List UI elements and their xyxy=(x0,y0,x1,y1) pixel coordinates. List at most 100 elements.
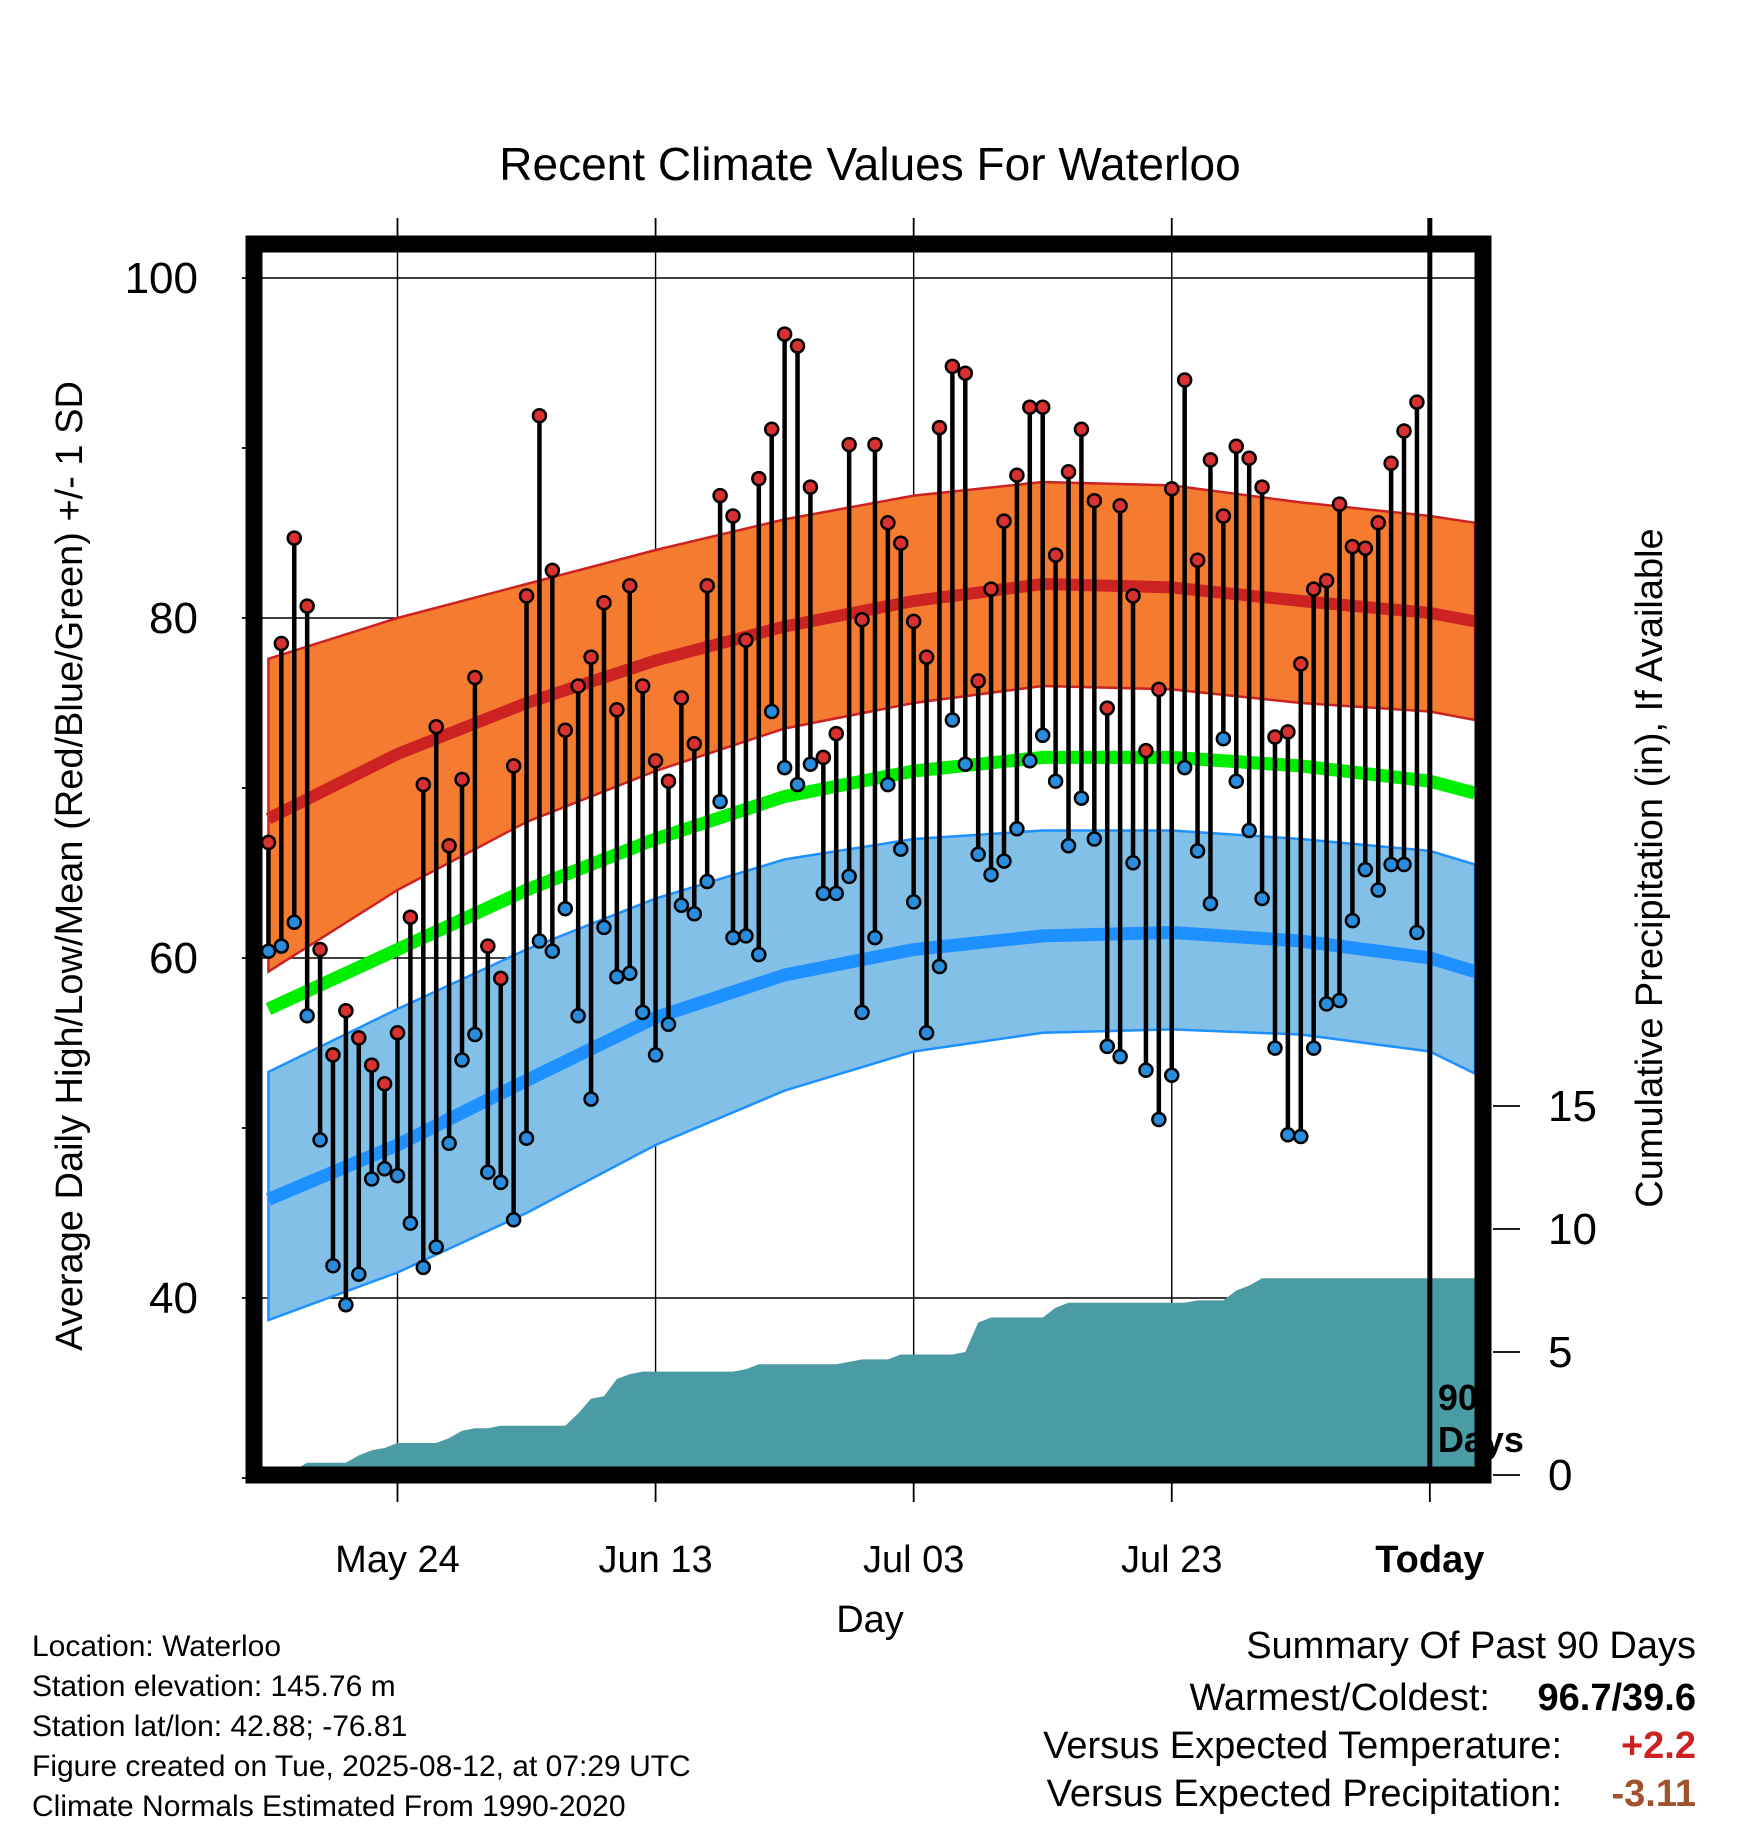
daily-low-marker xyxy=(1293,1128,1309,1145)
daily-low-marker xyxy=(557,900,573,917)
normal-high-line xyxy=(265,577,1477,824)
summary-temp-label: Versus Expected Temperature: xyxy=(1043,1725,1562,1767)
summary-precip-label: Versus Expected Precipitation: xyxy=(1047,1773,1562,1815)
daily-low-marker xyxy=(931,958,948,975)
y-right-tick-label: 10 xyxy=(1548,1205,1597,1254)
daily-low-marker xyxy=(1164,1067,1180,1084)
daily-high-marker xyxy=(970,673,986,689)
daily-high-marker xyxy=(376,1076,393,1092)
daily-high-marker xyxy=(1318,572,1335,589)
daily-high-marker xyxy=(467,669,483,686)
summary-warm-cold-label: Warmest/Coldest: xyxy=(1189,1677,1490,1719)
daily-high-marker xyxy=(1293,656,1309,672)
daily-high-marker xyxy=(712,487,728,504)
daily-high-marker xyxy=(428,719,444,735)
daily-low-marker xyxy=(492,1174,509,1191)
daily-high-marker xyxy=(609,702,625,718)
footer-location: Location: Waterloo xyxy=(32,1630,281,1663)
normal-low-line xyxy=(265,925,1477,1206)
daily-high-marker xyxy=(789,338,806,354)
daily-high-marker xyxy=(1280,724,1296,740)
daily-low-marker xyxy=(299,1008,315,1024)
daily-high-marker xyxy=(1125,588,1141,604)
daily-high-marker xyxy=(1344,538,1361,555)
daily-low-marker xyxy=(428,1239,444,1255)
daily-low-marker xyxy=(273,938,290,954)
daily-low-marker xyxy=(699,873,715,890)
daily-high-marker xyxy=(260,834,277,851)
daily-high-marker xyxy=(1228,438,1245,455)
daily-low-marker xyxy=(1176,759,1193,776)
daily-low-marker xyxy=(1383,856,1399,873)
daily-high-marker xyxy=(1215,508,1232,524)
daily-high-marker xyxy=(647,753,664,769)
daily-high-marker xyxy=(893,535,909,551)
daily-high-marker xyxy=(880,515,896,531)
daily-high-marker xyxy=(596,594,612,611)
daily-high-marker xyxy=(286,530,303,546)
daily-high-marker xyxy=(763,421,780,438)
daily-low-marker xyxy=(1125,855,1141,871)
daily-low-marker xyxy=(918,1025,935,1041)
daily-low-marker xyxy=(738,928,754,944)
daily-high-marker xyxy=(1357,540,1374,557)
daily-high-marker xyxy=(815,749,832,766)
daily-low-marker xyxy=(1099,1038,1115,1055)
daily-high-marker xyxy=(957,365,974,381)
daily-low-marker xyxy=(802,756,819,772)
x-tick-label: Jul 23 xyxy=(1121,1539,1222,1581)
daily-low-marker xyxy=(1009,821,1025,837)
daily-high-marker xyxy=(660,773,677,789)
daily-low-marker xyxy=(1409,924,1425,941)
daily-low-marker xyxy=(531,933,548,949)
daily-high-marker xyxy=(505,758,522,774)
footer-elevation: Station elevation: 145.76 m xyxy=(32,1670,396,1703)
daily-high-marker xyxy=(402,909,419,925)
precip-area xyxy=(294,1278,1476,1471)
daily-low-marker xyxy=(570,1008,586,1024)
daily-high-marker xyxy=(1409,394,1425,410)
y-axis-right-label: Cumulative Precipitation (in), If Availa… xyxy=(1629,528,1671,1207)
daily-high-marker xyxy=(1396,423,1412,439)
daily-high-marker xyxy=(1202,452,1219,468)
daily-low-marker xyxy=(725,929,741,946)
y-right-tick-label: 5 xyxy=(1548,1328,1572,1377)
daily-low-marker xyxy=(286,914,303,931)
footer-normals: Climate Normals Estimated From 1990-2020 xyxy=(32,1790,626,1823)
daily-high-marker xyxy=(699,577,715,594)
daily-low-marker xyxy=(1151,1111,1167,1128)
daily-low-marker xyxy=(376,1161,393,1177)
daily-low-marker xyxy=(1138,1062,1154,1078)
daily-low-marker xyxy=(880,776,896,793)
daily-low-marker xyxy=(647,1047,664,1063)
daily-low-marker xyxy=(1086,831,1103,847)
daily-low-marker xyxy=(660,1016,677,1033)
daily-low-marker xyxy=(983,866,999,883)
daily-high-marker xyxy=(1254,479,1270,495)
daily-low-marker xyxy=(1318,996,1335,1012)
daily-high-marker xyxy=(634,678,651,694)
daily-high-marker xyxy=(918,649,935,665)
daily-low-marker xyxy=(467,1026,483,1043)
daily-low-marker xyxy=(544,943,561,959)
daily-low-marker xyxy=(1241,822,1257,839)
daily-high-marker xyxy=(776,326,793,342)
daily-high-marker xyxy=(1176,372,1193,388)
y-right-tick-label: 15 xyxy=(1548,1082,1597,1131)
chart-title: Recent Climate Values For Waterloo xyxy=(499,138,1240,190)
daily-high-marker xyxy=(996,513,1012,529)
summary-title: Summary Of Past 90 Days xyxy=(1246,1625,1696,1667)
daily-low-marker xyxy=(712,793,728,810)
daily-low-marker xyxy=(1305,1040,1322,1056)
daily-high-marker xyxy=(1241,450,1257,466)
daily-high-marker xyxy=(1112,498,1128,514)
summary-box: Summary Of Past 90 Days Warmest/Coldest:… xyxy=(1043,1625,1696,1815)
daily-low-marker xyxy=(480,1164,496,1180)
summary-temp-value: +2.2 xyxy=(1621,1725,1696,1767)
daily-high-marker xyxy=(338,1002,354,1019)
daily-low-marker xyxy=(338,1297,354,1313)
daily-high-marker xyxy=(1022,399,1038,415)
daily-high-marker xyxy=(1189,552,1206,568)
daily-high-marker xyxy=(312,941,328,958)
daily-low-marker xyxy=(854,1004,870,1021)
